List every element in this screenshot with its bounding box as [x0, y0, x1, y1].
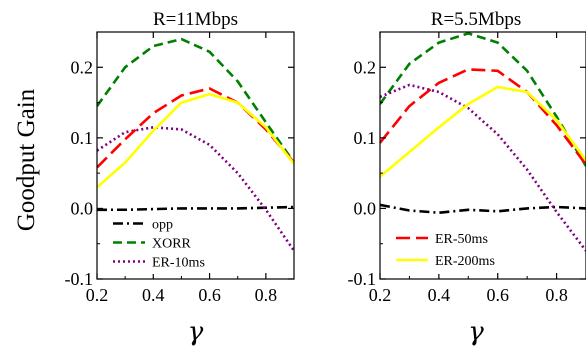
- legend-label-opp: opp: [152, 218, 173, 233]
- y-tick-label: 0.2: [71, 57, 94, 77]
- x-axis-label: γ: [188, 317, 204, 347]
- y-tick-label: 0.0: [71, 198, 94, 218]
- series-line-er-50ms: [380, 68, 586, 166]
- series-line-er-200ms: [380, 85, 586, 178]
- y-tick-label: 0.1: [71, 128, 94, 148]
- series-line-er-200ms: [97, 92, 294, 189]
- y-tick-label: -0.1: [65, 269, 94, 289]
- plot-frame: [96, 31, 295, 280]
- x-axis-label: γ: [468, 317, 484, 347]
- y-tick-label: 0.1: [354, 128, 377, 148]
- chart-panel-right: R=5.5Mbps -0.1 0.0 0.1 0.2 0.2 0.4 0.6 0.8 γ ER-50…: [348, 9, 586, 347]
- x-tick-label: 0.6: [486, 285, 509, 305]
- chart-panel-left: R=11Mbps -0.1 0.0 0.1 0.2 0.2 0.4 0.6 0.8 γ opp XOR…: [65, 9, 295, 347]
- x-tick-label: 0.8: [545, 285, 568, 305]
- legend-label-er-10ms: ER-10ms: [152, 256, 205, 271]
- y-tick-label: 0.2: [354, 57, 377, 77]
- series-line-er-10ms: [380, 83, 586, 252]
- legend-label-xorr: XORR: [152, 237, 192, 252]
- series-line-opp: [380, 203, 586, 214]
- x-tick-label: 0.2: [369, 285, 392, 305]
- plot-frame: [379, 31, 586, 280]
- legend-background: [107, 211, 207, 274]
- series-line-xorr: [97, 37, 294, 164]
- x-tick-label: 0.6: [198, 285, 221, 305]
- x-tick-label: 0.4: [142, 285, 165, 305]
- y-axis-label: Goodput Gain: [13, 88, 40, 231]
- series-line-opp: [97, 205, 294, 212]
- series-line-er-50ms: [97, 87, 294, 169]
- series-line-er-10ms: [97, 126, 294, 252]
- legend-label-er-50ms: ER-50ms: [435, 232, 488, 247]
- chart-title: R=11Mbps: [153, 9, 238, 30]
- x-tick-label: 0.2: [86, 285, 109, 305]
- legend: ER-50ms ER-200ms: [390, 224, 495, 274]
- series-line-xorr: [380, 32, 586, 167]
- x-tick-label: 0.4: [428, 285, 451, 305]
- x-tick-label: 0.8: [255, 285, 278, 305]
- y-tick-label: -0.1: [348, 269, 377, 289]
- y-tick-label: 0.0: [354, 198, 377, 218]
- legend-label-er-200ms: ER-200ms: [435, 254, 495, 269]
- chart-title: R=5.5Mbps: [431, 9, 521, 30]
- legend-background: [390, 224, 490, 274]
- legend: opp XORR ER-10ms: [107, 211, 207, 274]
